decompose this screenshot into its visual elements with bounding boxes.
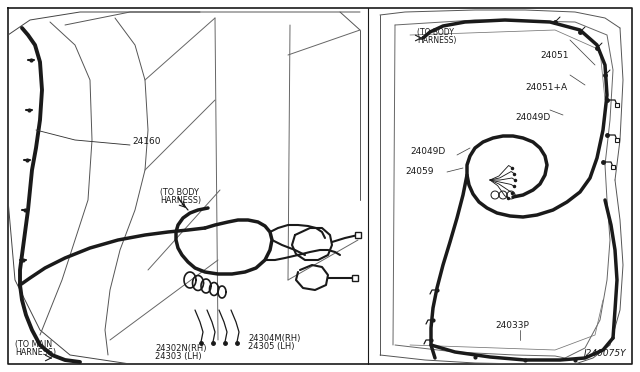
Text: HARNESS): HARNESS) — [15, 349, 56, 357]
Text: HARNESS): HARNESS) — [160, 196, 201, 205]
Text: 24049D: 24049D — [410, 148, 445, 157]
Text: (TO MAIN: (TO MAIN — [15, 340, 52, 350]
Text: 24051+A: 24051+A — [525, 83, 567, 93]
Text: 24302N(RH): 24302N(RH) — [155, 343, 207, 353]
Text: (TO BODY: (TO BODY — [160, 187, 199, 196]
Text: (TO BODY: (TO BODY — [417, 28, 454, 36]
Text: 24033P: 24033P — [495, 321, 529, 330]
Text: 24305 (LH): 24305 (LH) — [248, 343, 294, 352]
Text: 24160: 24160 — [132, 138, 161, 147]
Text: J240075Y: J240075Y — [584, 349, 626, 358]
Text: 24059: 24059 — [405, 167, 433, 176]
Text: 24051: 24051 — [540, 51, 568, 60]
Text: 24049D: 24049D — [515, 113, 550, 122]
Text: HARNESS): HARNESS) — [417, 35, 456, 45]
Text: 24304M(RH): 24304M(RH) — [248, 334, 300, 343]
Text: 24303 (LH): 24303 (LH) — [155, 352, 202, 360]
